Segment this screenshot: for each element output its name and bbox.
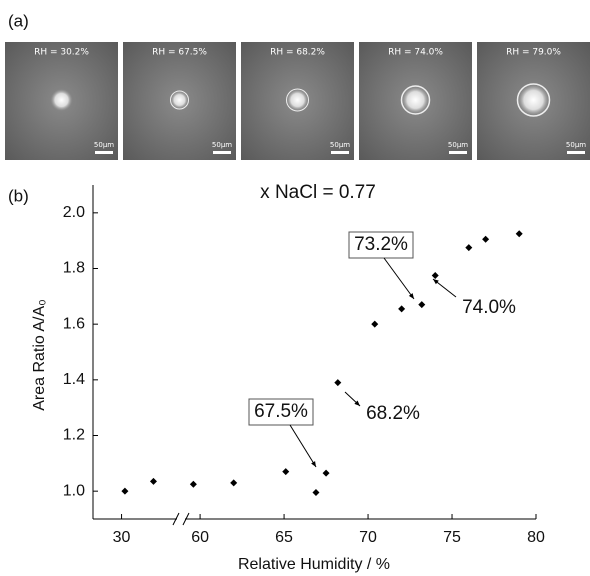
image-caption: RH = 67.5% (152, 48, 207, 58)
annotation-arrow (383, 257, 415, 300)
annotation: 68.2% (366, 403, 420, 424)
x-tick-label: 30 (113, 529, 131, 546)
x-axis-label: Relative Humidity / % (238, 556, 390, 573)
annotation-arrow (289, 424, 317, 468)
scale-bar-label: 50μm (330, 141, 350, 149)
x-tick-label: 60 (191, 529, 209, 546)
y-tick-label: 1.2 (63, 427, 85, 444)
data-point (230, 479, 238, 487)
droplet-ring (170, 90, 189, 110)
droplet (170, 91, 189, 109)
panel-label: (a) (8, 11, 29, 30)
scale-bar (331, 151, 349, 154)
plot: 1.0 1.2 1.4 1.6 1.8 2.0 30 60 65 70 75 80 67.5% 68.2%… (63, 185, 545, 546)
x-tick-label: 75 (443, 529, 461, 546)
data-point (334, 379, 342, 387)
data-point (312, 489, 320, 497)
data-point (418, 301, 426, 309)
scale-bar-label: 50μm (212, 141, 232, 149)
droplet (517, 84, 550, 116)
data-point (371, 320, 379, 328)
data-point (189, 480, 197, 488)
droplet (401, 86, 430, 114)
arrow-head (408, 293, 414, 299)
image-caption: RH = 79.0% (506, 48, 561, 58)
scale-bar-label: 50μm (566, 141, 586, 149)
x-tick-label: 80 (527, 529, 545, 546)
annotation-box (348, 231, 414, 259)
droplet (50, 89, 73, 111)
x-tick-label: 65 (275, 529, 293, 546)
scale-bar (567, 151, 585, 154)
annotation: 67.5% (254, 401, 308, 422)
annotation: 73.2% (354, 234, 408, 255)
data-point (282, 468, 290, 476)
panel-label: (b) (8, 186, 29, 205)
scale-bar (213, 151, 231, 154)
data-point (515, 230, 523, 238)
droplet (286, 89, 309, 111)
data-point (398, 305, 406, 313)
scale-bar (95, 151, 113, 154)
arrow-head (311, 461, 316, 467)
droplet-ring (286, 88, 309, 112)
x-tick-label: 70 (359, 529, 377, 546)
axis-break (182, 512, 190, 526)
image-row: RH = 30.2% 50μm RH = 67.5% 50μm RH = 68.2% 50… (5, 42, 590, 160)
arrow-head (354, 400, 360, 406)
data-point (431, 271, 439, 279)
y-tick-label: 1.0 (63, 482, 85, 499)
y-tick-label: 1.8 (63, 260, 85, 277)
y-tick-label: 1.6 (63, 315, 85, 332)
y-tick-label: 2.0 (63, 204, 85, 221)
image-caption: RH = 68.2% (270, 48, 325, 58)
image-caption: RH = 30.2% (34, 48, 89, 58)
data-point (465, 244, 473, 252)
scale-bar (449, 151, 467, 154)
scale-bar-label: 50μm (94, 141, 114, 149)
droplet-ring (400, 85, 431, 115)
data-point (121, 487, 129, 495)
data-point (322, 469, 330, 477)
annotation: 74.0% (462, 297, 516, 318)
y-tick-label: 1.4 (63, 371, 85, 388)
scale-bar-label: 50μm (448, 141, 468, 149)
image-caption: RH = 74.0% (388, 48, 443, 58)
data-point (482, 235, 490, 243)
chart-title: x NaCl = 0.77 (260, 182, 376, 203)
annotation-box (248, 398, 314, 426)
arrow-head (433, 279, 439, 285)
droplet-ring (516, 83, 551, 117)
data-point (149, 477, 157, 485)
y-axis-label: Area Ratio A/A₀ (31, 299, 48, 411)
axis-break (172, 512, 180, 526)
